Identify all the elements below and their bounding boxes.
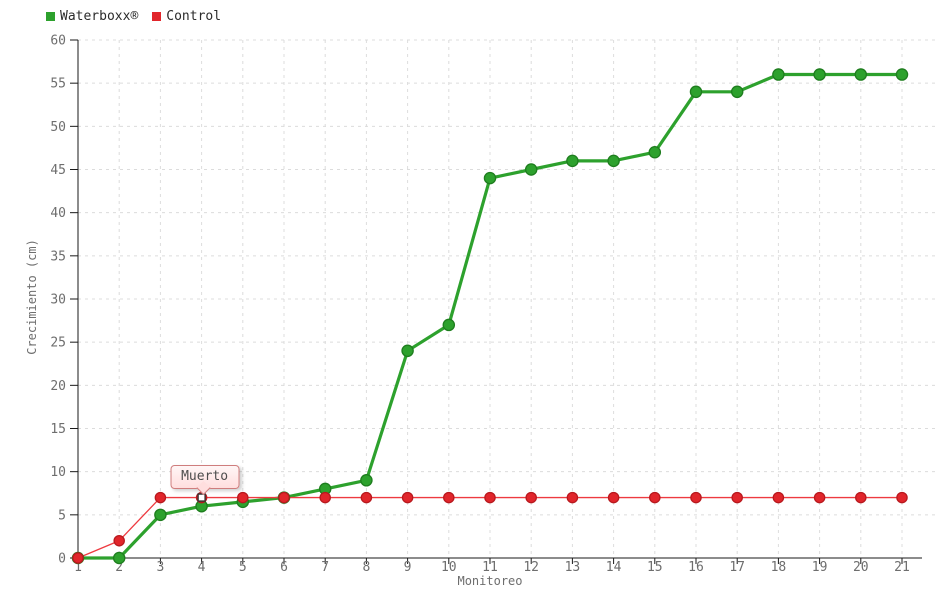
- legend-item-waterboxx[interactable]: Waterboxx®: [46, 10, 138, 23]
- svg-text:3: 3: [156, 560, 164, 575]
- svg-text:5: 5: [58, 508, 66, 523]
- svg-text:8: 8: [362, 560, 370, 575]
- svg-text:0: 0: [58, 552, 66, 567]
- svg-text:6: 6: [280, 560, 288, 575]
- legend-swatch-icon: [152, 12, 162, 21]
- annotation-text: Muerto: [181, 468, 229, 484]
- svg-text:35: 35: [50, 249, 66, 264]
- svg-text:4: 4: [198, 560, 206, 575]
- svg-text:5: 5: [239, 560, 247, 575]
- legend-label: Control: [166, 9, 222, 24]
- svg-text:10: 10: [50, 465, 66, 480]
- svg-text:60: 60: [50, 34, 66, 49]
- svg-text:20: 20: [853, 560, 869, 575]
- x-axis-title: Monitoreo: [457, 574, 523, 588]
- svg-text:19: 19: [812, 560, 828, 575]
- svg-text:50: 50: [50, 120, 66, 135]
- svg-text:9: 9: [404, 560, 412, 575]
- svg-text:7: 7: [321, 560, 329, 575]
- legend-swatch-icon: [46, 12, 55, 21]
- svg-text:18: 18: [771, 560, 787, 575]
- legend-item-control[interactable]: Control: [152, 10, 221, 23]
- svg-text:15: 15: [647, 560, 663, 575]
- annotation-balloon: Muerto: [170, 464, 240, 496]
- svg-text:2: 2: [115, 560, 123, 575]
- y-axis-title: Crecimiento (cm): [25, 239, 39, 355]
- svg-text:16: 16: [688, 560, 704, 575]
- svg-text:20: 20: [50, 379, 66, 394]
- svg-text:11: 11: [482, 560, 498, 575]
- svg-text:13: 13: [565, 560, 581, 575]
- svg-text:45: 45: [50, 163, 66, 178]
- svg-text:14: 14: [606, 560, 622, 575]
- svg-text:40: 40: [50, 206, 66, 221]
- svg-text:15: 15: [50, 422, 66, 437]
- svg-text:17: 17: [729, 560, 745, 575]
- svg-text:30: 30: [50, 293, 66, 308]
- svg-text:55: 55: [50, 77, 66, 92]
- legend-label: Waterboxx®: [60, 9, 139, 24]
- svg-text:10: 10: [441, 560, 457, 575]
- svg-text:21: 21: [894, 560, 910, 575]
- svg-text:25: 25: [50, 336, 66, 351]
- svg-text:1: 1: [74, 560, 82, 575]
- legend: Waterboxx® Control: [46, 10, 221, 23]
- svg-text:12: 12: [523, 560, 539, 575]
